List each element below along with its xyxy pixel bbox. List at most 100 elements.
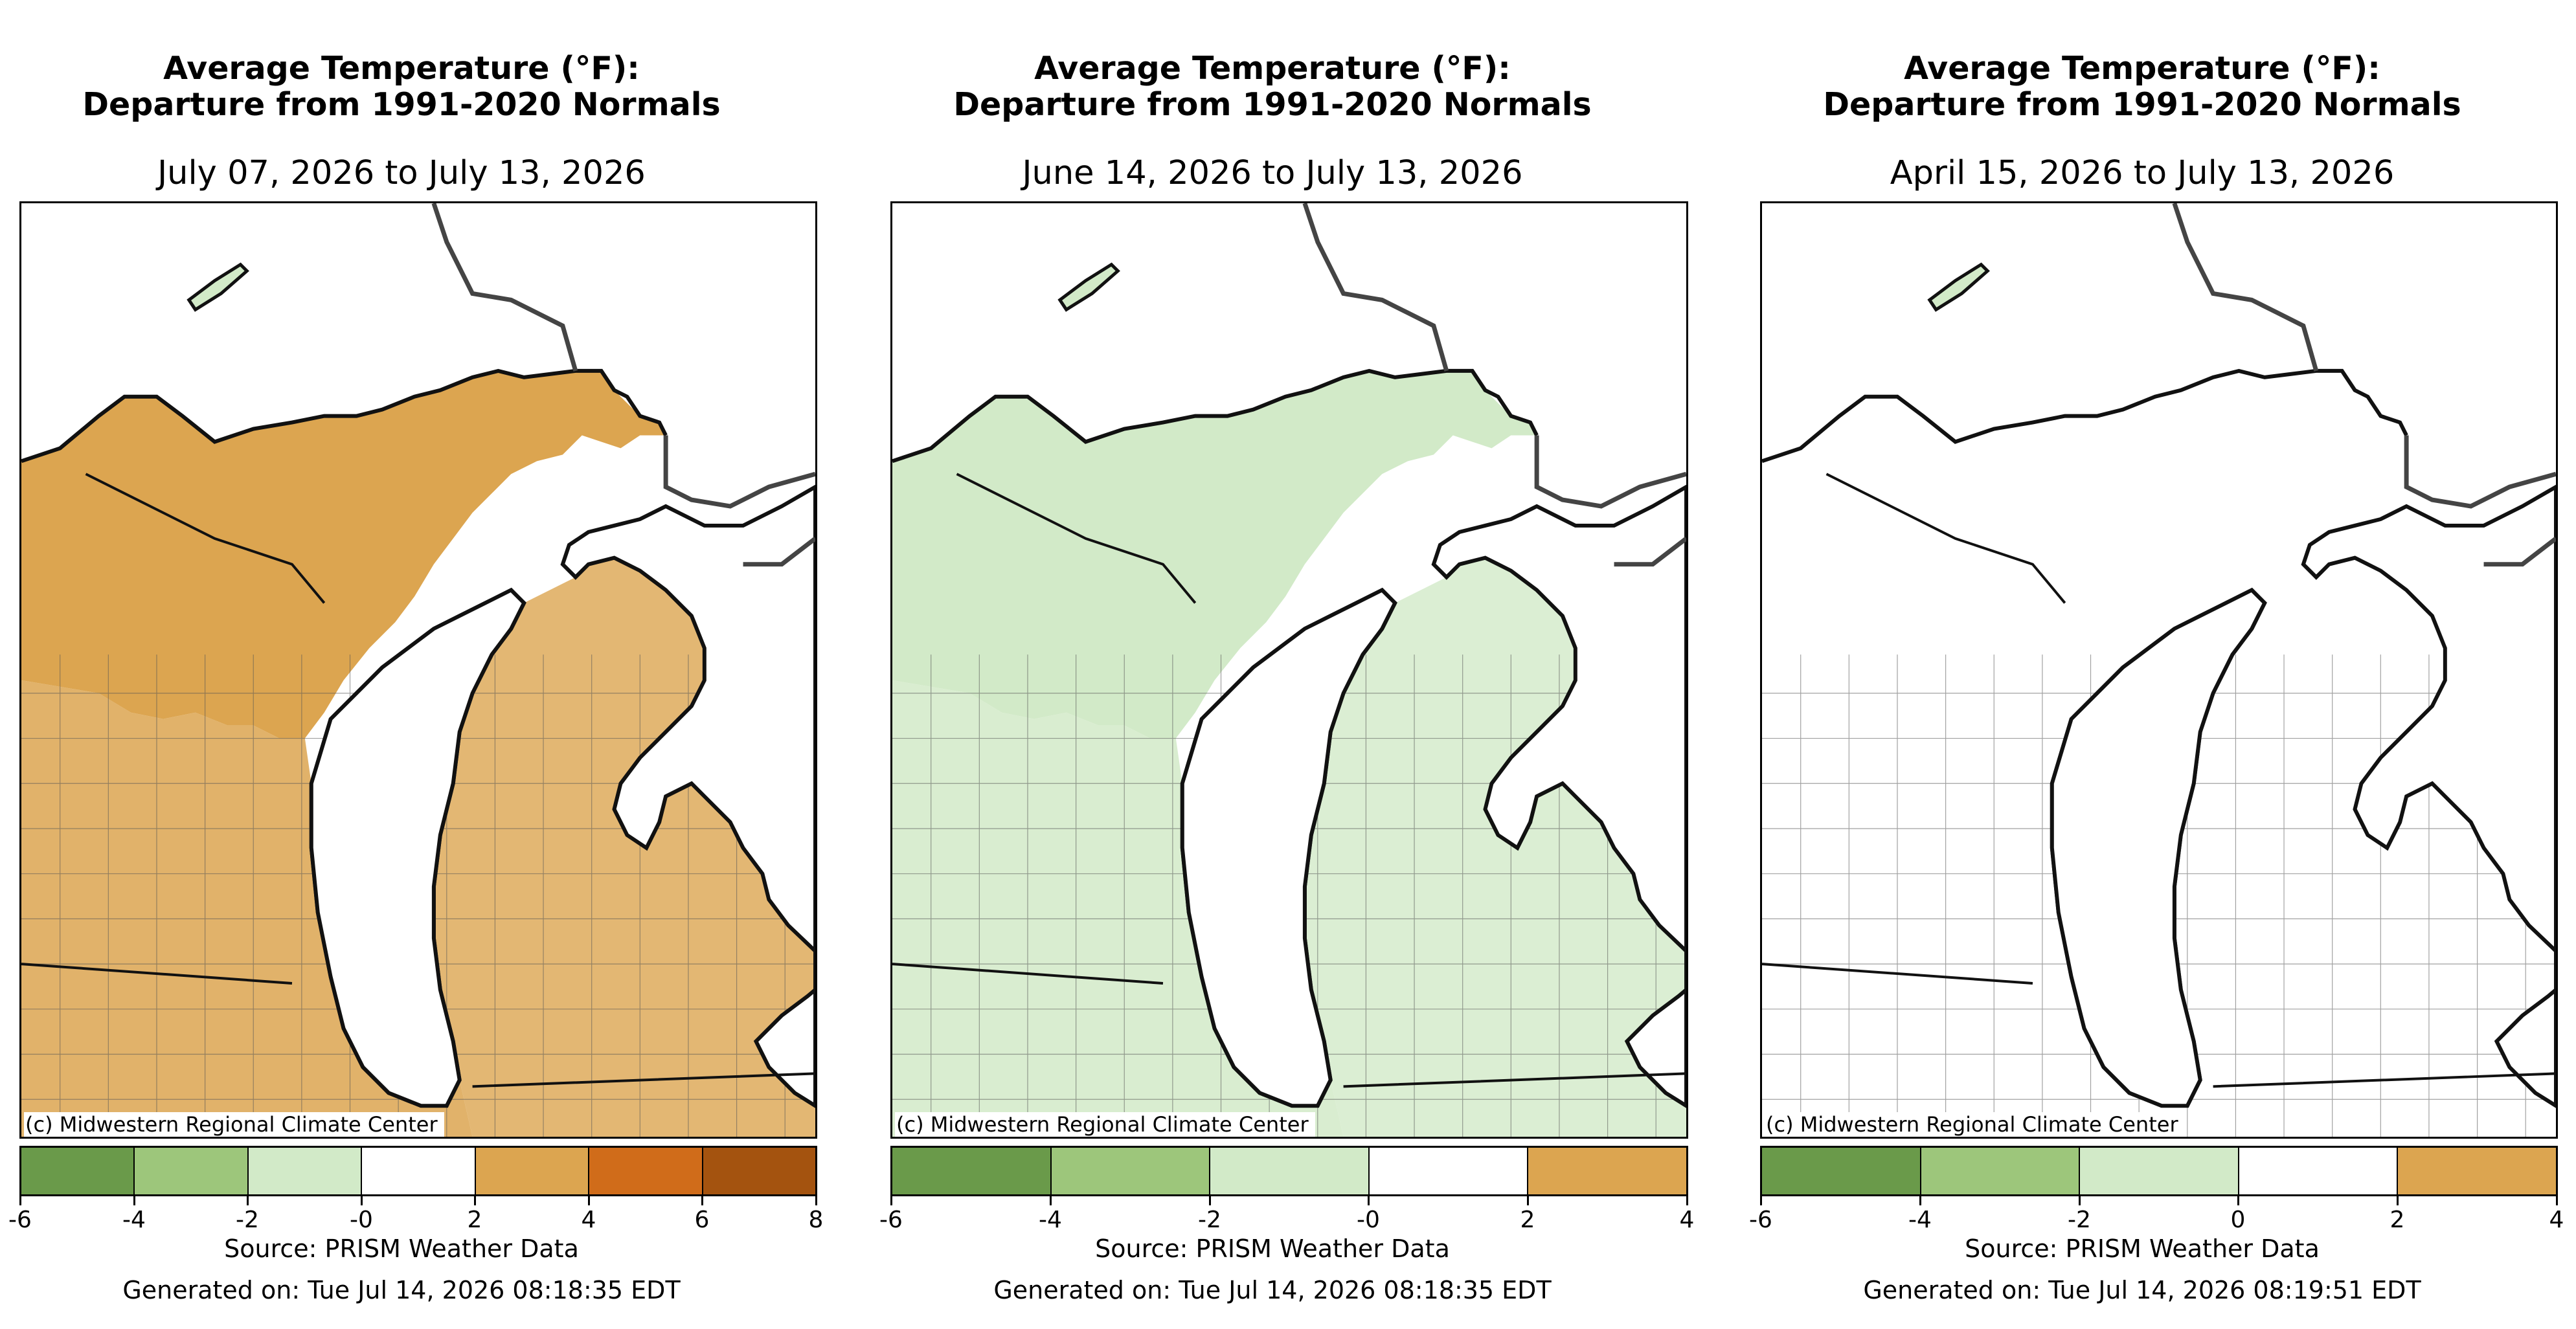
colorbar-tick-label: -2 [1198,1207,1221,1233]
colorbar-segment [2398,1148,2556,1194]
colorbar-tick [2556,1196,2558,1205]
colorbar-tick [1209,1196,1211,1205]
map-title-line1: Average Temperature (°F): [1034,50,1511,87]
lake-superior-shoreline [1762,368,2408,463]
colorbar-tick [361,1196,363,1205]
colorbar-tick-label: 4 [2549,1207,2564,1233]
map-graphic [892,203,1686,1137]
date-range: July 07, 2026 to July 13, 2026 [157,154,646,192]
colorbar-segment [589,1148,703,1194]
colorbar-tick [2237,1196,2239,1205]
colorbar-tick [1527,1196,1529,1205]
colorbar-segment [21,1148,135,1194]
source-note: Source: PRISM Weather Data [1965,1234,2320,1263]
state-border [21,963,815,1088]
temperature-map: (c) Midwestern Regional Climate Center [890,201,1688,1139]
lake-michigan-outline [1180,587,1397,1108]
colorbar-segment [1051,1148,1211,1194]
colorbar-tick-label: 4 [581,1207,596,1233]
colorbar-tick-label: -6 [879,1207,903,1233]
lake-huron-outline [560,484,815,1108]
colorbar-tick-label: -2 [236,1207,259,1233]
colorbar-tick-label: -4 [1908,1207,1932,1233]
map-graphic [1762,203,2556,1137]
map-credit: (c) Midwestern Regional Climate Center [24,1112,444,1137]
state-border [1762,963,2556,1088]
colorbar-segment [2080,1148,2239,1194]
colorbar-segment [362,1148,476,1194]
colorbar-ticks: -6 -4 -2 -0 2 4 [879,1196,1694,1233]
colorbar-tick-label: 6 [694,1207,710,1233]
isle-royale [186,262,249,312]
upper-peninsula-region [892,370,1537,739]
wisconsin-region [21,680,473,1137]
colorbar-tick [1686,1196,1688,1205]
colorbar-tick [1368,1196,1370,1205]
wisconsin-region [892,680,1344,1137]
lake-huron-outline [1431,484,1686,1108]
source-note: Source: PRISM Weather Data [224,1234,579,1263]
colorbar-segment [703,1148,815,1194]
colorbar-segment [2239,1148,2399,1194]
colorbar-tick-label: -2 [2068,1207,2091,1233]
map-panel-1: Average Temperature (°F): Departure from… [0,0,823,1329]
colorbar-segment [1762,1148,1921,1194]
colorbar-tick [890,1196,892,1205]
lower-peninsula-region [433,557,815,1137]
colorbar-tick [2079,1196,2081,1205]
state-border-wi-mi [1825,473,2066,604]
colorbar-tick [1760,1196,1762,1205]
map-panel-3: Average Temperature (°F): Departure from… [1741,0,2564,1329]
colorbar-tick [1919,1196,1921,1205]
colorbar-ticks: -6 -4 -2 0 2 4 [1749,1196,2564,1233]
colorbar [1760,1146,2558,1196]
map-title-line2: Departure from 1991-2020 Normals [1823,86,2461,123]
state-border-wi-mi [956,473,1197,604]
canada-border [2172,203,2556,567]
lake-huron-outline [2301,484,2556,1108]
colorbar-tick-label: 8 [808,1207,824,1233]
canada-border [431,203,815,567]
colorbar-tick [247,1196,249,1205]
upper-peninsula-region [1762,370,2407,739]
lake-michigan-outline [2050,587,2267,1108]
map-title-line1: Average Temperature (°F): [163,50,640,87]
temperature-map: (c) Midwestern Regional Climate Center [1760,201,2558,1139]
colorbar-tick-label: 2 [1520,1207,1535,1233]
colorbar-tick [474,1196,476,1205]
temperature-map: (c) Midwestern Regional Climate Center [19,201,817,1139]
colorbar-tick [2397,1196,2399,1205]
colorbar-tick [701,1196,703,1205]
lake-superior-shoreline [892,368,1539,463]
source-note: Source: PRISM Weather Data [1095,1234,1450,1263]
wisconsin-region [1762,680,2213,1137]
map-credit: (c) Midwestern Regional Climate Center [1765,1112,2185,1137]
map-title-line1: Average Temperature (°F): [1904,50,2380,87]
colorbar-tick-label: -4 [1039,1207,1062,1233]
colorbar [19,1146,817,1196]
colorbar-ticks: -6 -4 -2 -0 2 4 6 8 [8,1196,823,1233]
colorbar-tick-label: 2 [467,1207,482,1233]
colorbar-segment [248,1148,363,1194]
isle-royale [1927,262,1990,312]
canada-border [1302,203,1686,567]
colorbar-tick-label: -0 [1357,1207,1380,1233]
colorbar-segment [135,1148,249,1194]
state-border-wi-mi [85,473,326,604]
colorbar-tick-label: 0 [2230,1207,2246,1233]
map-title-line2: Departure from 1991-2020 Normals [82,86,721,123]
colorbar-tick [19,1196,21,1205]
colorbar-tick-label: -6 [8,1207,32,1233]
colorbar-tick [1050,1196,1052,1205]
state-border [892,963,1686,1088]
colorbar-segment [475,1148,590,1194]
generated-timestamp: Generated on: Tue Jul 14, 2026 08:18:35 … [993,1276,1552,1304]
colorbar-tick-label: 4 [1679,1207,1695,1233]
isle-royale [1057,262,1120,312]
lower-peninsula-region [1304,557,1686,1137]
generated-timestamp: Generated on: Tue Jul 14, 2026 08:18:35 … [122,1276,681,1304]
colorbar-tick-label: -4 [122,1207,146,1233]
upper-peninsula-region [21,370,666,739]
lower-peninsula-region [2174,557,2556,1137]
map-panel-2: Average Temperature (°F): Departure from… [871,0,1694,1329]
